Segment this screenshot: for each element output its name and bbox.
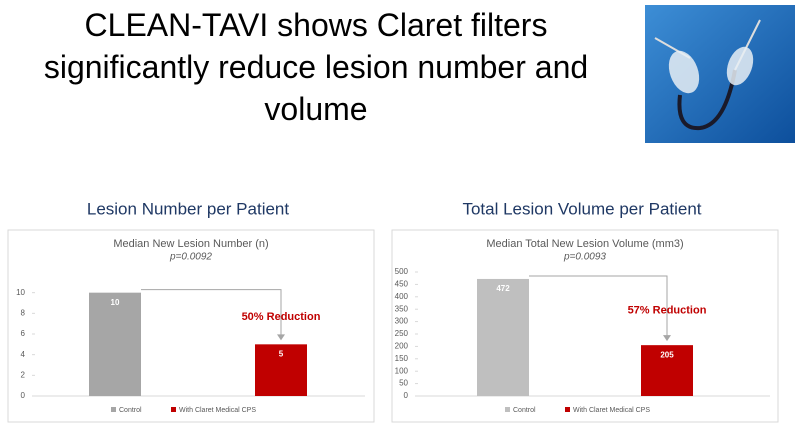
y-tick-label: 450 [395,280,409,289]
y-tick-label: 10 [16,288,25,297]
y-tick-label: 2 [21,370,26,379]
y-tick-label: 50 [399,379,408,388]
y-tick-label: 150 [395,354,409,363]
legend-label: With Claret Medical CPS [573,407,650,414]
legend-label: Control [513,407,536,414]
legend-label: Control [119,407,142,414]
chart-frame [391,229,779,423]
y-tick-label: 6 [21,329,26,338]
chart-heading: Total Lesion Volume per Patient [462,199,701,218]
chart-frame [7,229,375,423]
y-tick-label: 0 [21,391,26,400]
data-label: 472 [496,284,510,293]
y-tick-label: 0 [404,391,409,400]
y-tick-label: 100 [395,366,409,375]
bar [89,292,141,396]
bar [255,344,307,396]
arrow-head [277,334,285,341]
y-tick-label: 500 [395,267,409,276]
legend-swatch [171,407,176,412]
y-tick-label: 4 [21,350,26,359]
annotation: 50% Reduction [242,311,321,323]
chart-subtitle: p=0.0093 [563,252,606,263]
chart-title: Median New Lesion Number (n) [113,238,268,250]
y-tick-label: 200 [395,342,409,351]
device-photo [645,5,795,143]
y-tick-label: 400 [395,292,409,301]
connector [529,275,668,338]
legend-swatch [505,407,510,412]
chart-title: Median Total New Lesion Volume (mm3) [486,238,683,250]
y-tick-label: 350 [395,304,409,313]
legend-swatch [111,407,116,412]
legend-swatch [565,407,570,412]
y-tick-label: 8 [21,308,26,317]
data-label: 205 [660,350,674,359]
legend-label: With Claret Medical CPS [179,407,256,414]
annotation: 57% Reduction [628,304,707,316]
bar [641,345,693,396]
data-label: 5 [279,349,284,358]
chart-subtitle: p=0.0092 [169,252,212,263]
slide-title: CLEAN-TAVI shows Claret filters signific… [43,7,589,127]
y-tick-label: 250 [395,329,409,338]
data-label: 10 [111,298,120,307]
arrow-head [663,335,671,342]
connector [141,289,282,337]
y-tick-label: 300 [395,317,409,326]
chart-heading: Lesion Number per Patient [87,199,290,218]
bar [477,278,529,396]
